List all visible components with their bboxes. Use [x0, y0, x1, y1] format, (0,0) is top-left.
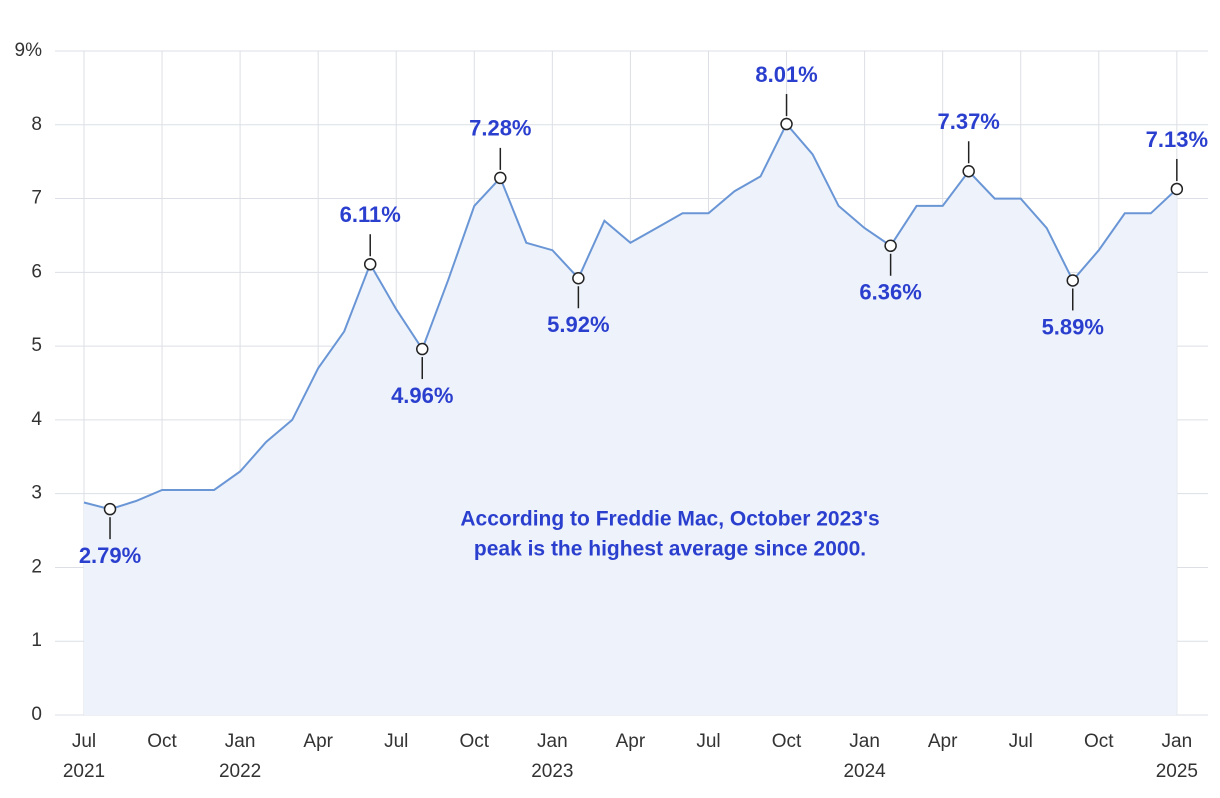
- x-tick-label: Oct: [147, 731, 177, 752]
- x-tick-label: Apr: [928, 731, 958, 752]
- x-tick-label: Jul: [72, 731, 96, 752]
- data-label: 6.11%: [340, 202, 401, 227]
- y-tick-label: 4: [31, 409, 42, 430]
- y-tick-label: 8: [31, 114, 42, 135]
- data-label: 4.96%: [391, 383, 453, 408]
- x-tick-year: 2024: [843, 761, 886, 782]
- x-tick-label: Jul: [696, 731, 720, 752]
- point-marker: [494, 171, 507, 185]
- x-tick-label: Jan: [225, 731, 256, 752]
- annotation: According to Freddie Mac, October 2023's: [460, 508, 879, 531]
- area: [84, 124, 1177, 715]
- y-tick-label: 7: [31, 188, 42, 209]
- point-marker: [1066, 274, 1080, 287]
- data-label: 2.79%: [79, 543, 141, 568]
- point-marker: [572, 271, 585, 285]
- x-tick-year: 2022: [219, 761, 261, 782]
- x-tick-label: Oct: [460, 731, 490, 752]
- line: [83, 122, 1178, 511]
- point-marker: [1170, 182, 1184, 196]
- x-tick-label: Jan: [1162, 731, 1193, 752]
- x-tick-label: Apr: [303, 731, 333, 752]
- data-label: 7.28%: [469, 116, 531, 141]
- y-tick-label: 0: [31, 704, 42, 725]
- y-tick-label: 6: [31, 261, 42, 282]
- y-tick-label: 3: [31, 483, 42, 504]
- point-marker: [416, 342, 429, 356]
- point-marker: [962, 165, 975, 178]
- data-label: 5.92%: [547, 312, 609, 337]
- point-marker: [363, 257, 377, 271]
- x-tick-year: 2025: [1156, 761, 1198, 782]
- point-marker: [103, 502, 117, 516]
- y-tick-label: 2: [31, 556, 42, 577]
- data-label: 6.36%: [859, 280, 921, 305]
- x-tick-label: Jul: [384, 731, 408, 752]
- x-tick-label: Apr: [616, 731, 646, 752]
- x-tick-label: Jan: [849, 731, 880, 752]
- x-tick-label: Jul: [1009, 731, 1033, 752]
- x-tick-label: Oct: [1084, 731, 1114, 752]
- x-tick-year: 2023: [531, 761, 573, 782]
- annotation: peak is the highest average since 2000.: [474, 538, 866, 561]
- y-tick-label: 1: [31, 630, 42, 651]
- y-tick-label: 9%: [15, 40, 43, 61]
- y-tick-label: 5: [31, 335, 42, 356]
- x-tick-label: Oct: [772, 731, 802, 752]
- data-label: 7.37%: [937, 109, 999, 134]
- data-label: 8.01%: [755, 62, 817, 87]
- data-label: 5.89%: [1042, 314, 1104, 339]
- point-marker: [780, 117, 793, 131]
- x-tick-year: 2021: [63, 761, 105, 782]
- x-tick-label: Jan: [537, 731, 568, 752]
- point-marker: [884, 239, 897, 253]
- data-label: 7.13%: [1146, 127, 1208, 152]
